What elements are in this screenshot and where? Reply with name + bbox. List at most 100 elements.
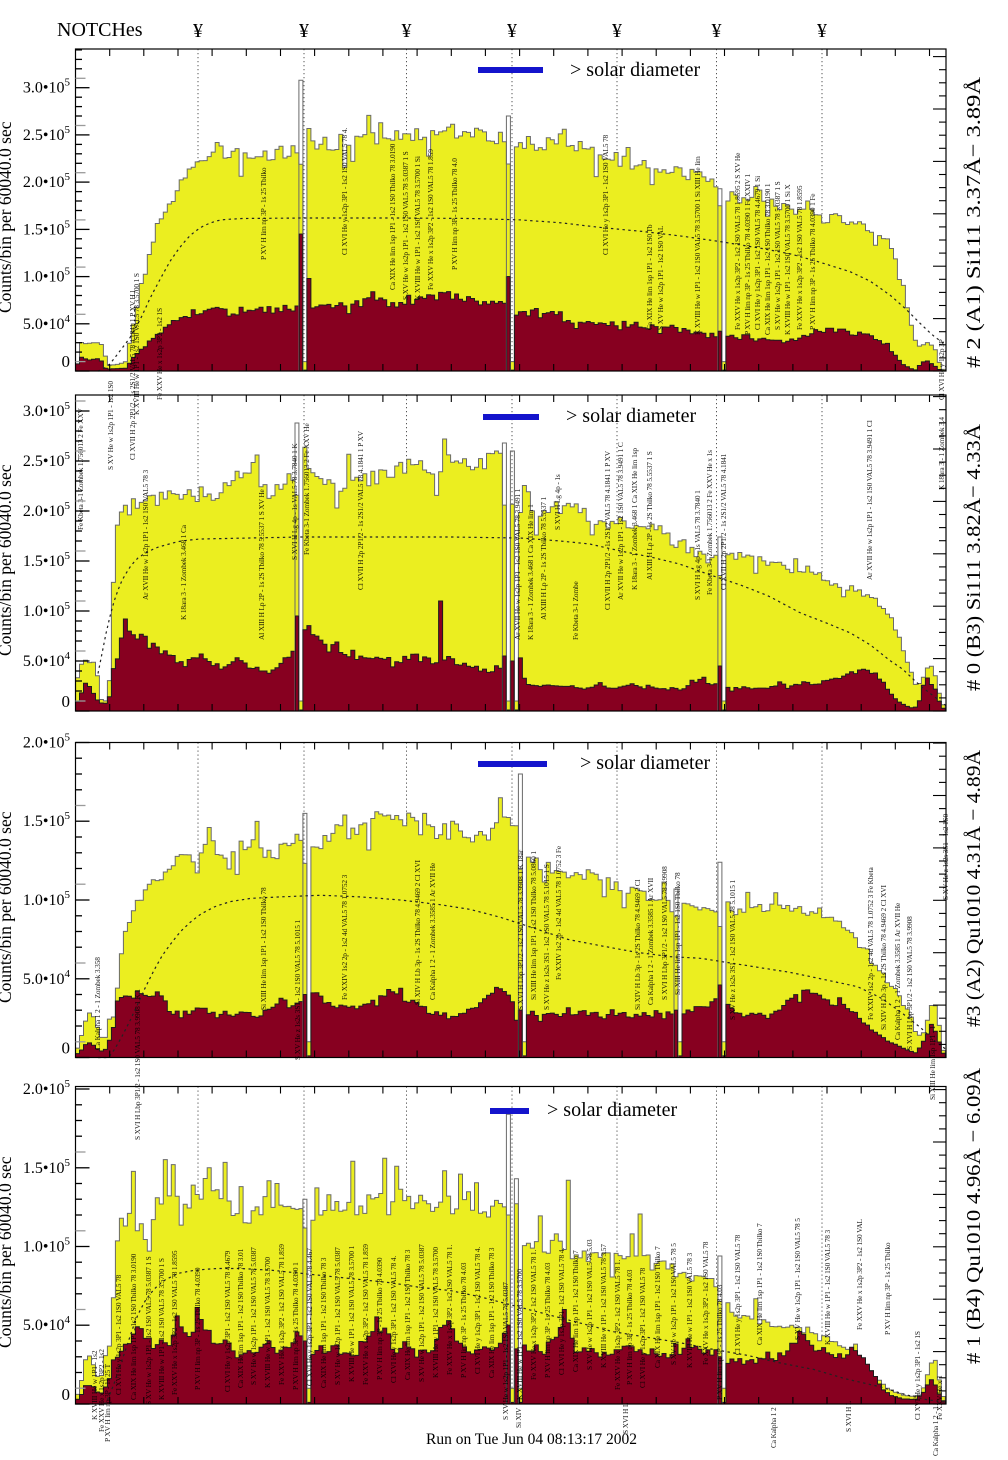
svg-text:Ca Kalpha 1 2 - 1 Zombek 3.3: Ca Kalpha 1 2 - 1 Zombek 3.3585 1 Ar XVI…	[646, 877, 655, 1005]
svg-text:S XVI H Lg 4p - 1s VAL5 78 3.: S XVI H Lg 4p - 1s VAL5 78 3.7840 1 K	[290, 443, 299, 560]
svg-text:K XVIII He w 1P1 - 1s2 1S0 VAL: K XVIII He w 1P1 - 1s2 1S0 VAL5 78 3.57	[599, 1244, 608, 1368]
svg-text:S XV He w 1s2p 1P1 - 1s2 1S0 V: S XV He w 1s2p 1P1 - 1s2 1S0 VAL5 78 5.0…	[249, 1247, 258, 1385]
svg-text:Cl XVI He y 1s2p 3P1 - 1s2 1S0: Cl XVI He y 1s2p 3P1 - 1s2 1S0 VAL5 78 4…	[753, 176, 762, 330]
svg-text:Fe XXV He x 1s2p 3P2 - 1s2 1S0: Fe XXV He x 1s2p 3P2 - 1s2 1S0 VAL5 78 1…	[529, 1250, 538, 1380]
svg-text:K XVIII He w 1P1 - 1s2 1S0 VAL: K XVIII He w 1P1 - 1s2 1S0 VAL5 78 3.570…	[783, 184, 792, 335]
svg-text:0: 0	[62, 1385, 71, 1404]
svg-text:Al XIII H Lp 2P - 1s 2S Tbilko: Al XIII H Lp 2P - 1s 2S Tbilko 78 5.5537…	[257, 488, 266, 640]
svg-text:Ca XIX He lim 1sp 1P1 - 1s2 1S: Ca XIX He lim 1sp 1P1 - 1s2 1S0 Tbilko 7	[755, 1223, 764, 1345]
svg-text:¥: ¥	[299, 20, 309, 42]
svg-text:K XVIII He w 1P1 - 1s2 1S0 VAL: K XVIII He w 1P1 - 1s2 1S0 VAL5 78 3.570…	[515, 1269, 524, 1400]
svg-text:Fe XXV He x 1s2p 3P2 - 1s2 1S0: Fe XXV He x 1s2p 3P2 - 1s2 1S0 VAL5 78 1…	[795, 185, 804, 330]
svg-text:S XV He w 1s2p 1P1 - 1s2 1S0 V: S XV He w 1s2p 1P1 - 1s2 1S0 VAL5 78 5	[669, 1243, 678, 1365]
svg-text:Ca XIX He lim 1sp 1P1 - 1s2 1S: Ca XIX He lim 1sp 1P1 - 1s2 1S0 Tbilko 7	[653, 1246, 662, 1368]
svg-text:P XV H lim np 3P - 1s 25 Tbilk: P XV H lim np 3P - 1s 25 Tbilko 78 4.039…	[808, 193, 817, 330]
svg-text:K XVIII He w 1P1 - 1s2 1S0 VAL: K XVIII He w 1P1 - 1s2 1S0 VAL5 78 3.570…	[263, 1257, 272, 1388]
svg-text:K XVIII He w 1P1 - 1s2 1S0 VAL: K XVIII He w 1P1 - 1s2 1S0 VAL5 78 3	[685, 1253, 694, 1368]
svg-text:P XV H lim np 3P - 1s 25 Tbilk: P XV H lim np 3P - 1s 25 Tbilko 78 4.03	[715, 1284, 724, 1400]
svg-text:P XV H lim np 3P - 1s 25 Tbilk: P XV H lim np 3P - 1s 25 Tbilko 78 4.039…	[375, 1257, 384, 1380]
svg-text:1.5•105: 1.5•105	[23, 1157, 71, 1177]
svg-text:S XV He w 1s2p 1P1 - 1s2 1S0 V: S XV He w 1s2p 1P1 - 1s2 1S0 VAL5 78 5.0…	[773, 181, 782, 330]
svg-text:3.0•105: 3.0•105	[23, 400, 71, 420]
svg-text:S XV He w 1s2p 1P1 - 1s2 1S0 V: S XV He w 1s2p 1P1 - 1s2 1S0 VAL5 78 5.0…	[333, 1247, 342, 1385]
svg-text:Cl XVI He y 1s2p 3P: Cl XVI He y 1s2p 3P	[937, 339, 946, 400]
svg-text:2.5•105: 2.5•105	[23, 124, 71, 144]
svg-text:Fe XXV He x 1s2p 3P2 - 1s2 1S0: Fe XXV He x 1s2p 3P2 - 1s2 1S0 VAL5 78 1…	[733, 152, 742, 330]
svg-text:Cl XVI He y 1s2p 3P1 - 1s2 1S0: Cl XVI He y 1s2p 3P1 - 1s2 1S0 VAL5 78 4…	[389, 1256, 398, 1383]
svg-text:Ar XVII He w 1s2p 1P1 - 1s2 1S: Ar XVII He w 1s2p 1P1 - 1s2 1S0 VAL5 78 …	[865, 420, 874, 580]
svg-text:2.0•105: 2.0•105	[23, 171, 71, 191]
svg-text:Ca XIX He lim 1sp 1P1 - 1s2 1S: Ca XIX He lim 1sp 1P1 - 1s2 1S0 Tbilko 7…	[129, 1253, 138, 1400]
svg-text:Si XIV H Lb 3p - 1s 2S Tbilko: Si XIV H Lb 3p - 1s 2S Tbilko 78 4.9469 …	[413, 859, 422, 1005]
svg-text:Cl XVII H 2p 2P1/2 - 1s 2S1/2: Cl XVII H 2p 2P1/2 - 1s 2S1/2 VAL5 78 4.…	[603, 450, 612, 610]
svg-text:Fe XXV He x 1s2p 3P2 - 1s2 1S0: Fe XXV He x 1s2p 3P2 - 1s2 1S0 VAL5 78	[701, 1241, 710, 1365]
svg-text:Fe Kbeta 3-1 Zombek 1.756013: Fe Kbeta 3-1 Zombek 1.756013 2 Fe XXV	[76, 407, 85, 530]
svg-text:¥: ¥	[402, 20, 412, 42]
svg-text:Cl XVI He y 1s2p 3P1 - 1s2 1S: Cl XVI He y 1s2p 3P1 - 1s2 1S	[913, 1331, 922, 1420]
svg-text:P XV H lim np 3P - 1s 25 Tbilk: P XV H lim np 3P - 1s 25 Tbilko	[883, 1242, 892, 1335]
svg-text:1.0•105: 1.0•105	[23, 1236, 71, 1256]
svg-text:Ca Kalpha 1 2: Ca Kalpha 1 2	[769, 1407, 778, 1448]
svg-text:S XV He w 1s2p 1P1 - 1s2 1S0 V: S XV He w 1s2p 1P1 - 1s2 1S0 VAL5 78 5	[793, 1218, 802, 1340]
svg-text:Ca Kalpha 1 2 - 1 Zombek 3.3: Ca Kalpha 1 2 - 1 Zombek 3.3585 1 Ar XVI…	[893, 902, 902, 1040]
svg-text:S XV He w 1s2p 1P1 - 1s2 1S0 V: S XV He w 1s2p 1P1 - 1s2 1S0 VAL5 78 5.0…	[417, 1244, 426, 1382]
svg-text:Cl XVI He y 1s2p 3P1 - 1s2 1S0: Cl XVI He y 1s2p 3P1 - 1s2 1S0 VAL5 78	[733, 1234, 742, 1355]
svg-text:¥: ¥	[612, 20, 622, 42]
svg-text:> solar diameter: > solar diameter	[580, 752, 710, 774]
svg-text:P XV H lim np 3P - 1s 25 Tbilk: P XV H lim np 3P - 1s 25 Tbilko 78 4.03	[625, 1269, 634, 1385]
svg-text:Ca XIX He lim 1sp 1P1 - 1s2 1S: Ca XIX He lim 1sp 1P1 - 1s2 1S0 Tbilko 7…	[403, 1249, 412, 1380]
svg-text:K XVIII He w 1P1 - 1s2 1S0 VAL: K XVIII He w 1P1 - 1s2 1S0 VAL5 78 3.570…	[347, 1245, 356, 1382]
svg-text:Cl XVI He y 1s2p 3P1 - 1s2 1S0: Cl XVI He y 1s2p 3P1 - 1s2 1S0 VAL5 78 4…	[223, 1250, 232, 1392]
svg-text:Fe XXV He x 1s2p 3P2 - 1s2 1S0: Fe XXV He x 1s2p 3P2 - 1s2 1S0 VAL5 78 1…	[445, 1245, 454, 1375]
svg-text:Fe XXV He x 1s2p 3P2 - 1s2 1S0: Fe XXV He x 1s2p 3P2 - 1s2 1S0 VAL	[855, 1218, 864, 1330]
svg-text:P XV H lim np 3P - 1s 25 Tbilk: P XV H lim np 3P - 1s 25 Tbilko	[259, 167, 268, 260]
svg-text:5.0•104: 5.0•104	[23, 313, 71, 333]
svg-text:Cl XVI He y 1s2p 3P1 - 1s2 1S0: Cl XVI He y 1s2p 3P1 - 1s2 1S0 VAL5 78	[114, 1274, 123, 1395]
svg-text:S XVI H Lbp 3P1/2 - 1s2 1S0 VA: S XVI H Lbp 3P1/2 - 1s2 1S0 VAL5 78 3.99…	[133, 989, 142, 1140]
svg-text:K XVIII He w 1P1 - 1s2 1S0 VAL: K XVIII He w 1P1 - 1s2 1S0 VAL5 78 3.570…	[413, 156, 422, 300]
svg-text:Counts/bin per 60040.0 sec: Counts/bin per 60040.0 sec	[0, 811, 15, 1003]
svg-text:Fe XXIV 1s2 2p - 1s2 4d VAL5: Fe XXIV 1s2 2p - 1s2 4d VAL5 78 1.0752 3…	[554, 845, 563, 980]
svg-text:Fe XXIV 1s2 2p - 1s2 4d VAL5: Fe XXIV 1s2 2p - 1s2 4d VAL5 78 1.0752 3	[340, 874, 349, 1000]
svg-text:Ca Kalpha 1 2 - 1 Zombek 3.3: Ca Kalpha 1 2 - 1 Zombek 3.3585 1 Ar XVI…	[428, 862, 437, 1000]
svg-text:K XVIII He w 1P1 - 1s2 1S0 VAL: K XVIII He w 1P1 - 1s2 1S0 VAL5 78 3.570…	[431, 1247, 440, 1378]
svg-text:S XVI H Lbp 3P1/2 - 1s2 1S0 VA: S XVI H Lbp 3P1/2 - 1s2 1S0 VAL5 78 3.99…	[905, 916, 914, 1050]
svg-text:Ca XIX He lim 1sp 1P1 - 1s2 1S: Ca XIX He lim 1sp 1P1 - 1s2 1S0 Tbilko 7…	[319, 1257, 328, 1388]
svg-text:Fe XXV He x 1s2p 3P2 - 1s2 1S0: Fe XXV He x 1s2p 3P2 - 1s2 1S0 VAL5 78 1…	[277, 1244, 286, 1385]
svg-text:Fe XXV He x 1s2p 3P2 - 1s2 1S0: Fe XXV He x 1s2p 3P2 - 1s2 1S0 VAL5 78 1…	[613, 1260, 622, 1390]
svg-text:> solar diameter: > solar diameter	[566, 405, 696, 427]
svg-text:Cl XVI He y 1s2p 3P1 - 1s2 1S0: Cl XVI He y 1s2p 3P1 - 1s2 1S0 VAL5 78 4…	[340, 128, 349, 255]
svg-text:Fe XXV He x 1s2p 3P2 - 1s2 1S0: Fe XXV He x 1s2p 3P2 - 1s2 1S0 VAL5 78 1…	[426, 149, 435, 290]
svg-text:Si XIII He lim 1sp 1P1 - 1s2 1: Si XIII He lim 1sp 1P1 - 1s2 1S0 Tbilko …	[673, 872, 682, 995]
svg-text:S XV He z 1s2s 3S1 - 1s2 1S0 V: S XV He z 1s2s 3S1 - 1s2 1S0 VAL5 78 5.1…	[728, 879, 737, 1020]
svg-text:Si XIV: Si XIV	[514, 1407, 523, 1428]
svg-text:S XV He w 1s2p 1P1 - 1s2 1S0 V: S XV He w 1s2p 1P1 - 1s2 1S0 VAL5 78 5.0…	[144, 1256, 153, 1405]
svg-text:Run on Tue Jun 04 08:13:17 200: Run on Tue Jun 04 08:13:17 2002	[426, 1431, 637, 1448]
svg-text:¥: ¥	[712, 20, 722, 42]
svg-text:S XVI H Lbp 3P1/2 - 1s2 1S0 VA: S XVI H Lbp 3P1/2 - 1s2 1S0 VAL5 78 3.99…	[660, 866, 669, 1000]
svg-text:K 18ara 3 - 1 Zombek 3.4: K 18ara 3 - 1 Zombek 3.4	[937, 417, 946, 490]
svg-text:S XVI H L: S XVI H L	[844, 1400, 853, 1432]
svg-text:0: 0	[62, 692, 71, 711]
svg-text:Ca XIX He lim 1sp 1P1 - 1s2 1S: Ca XIX He lim 1sp 1P1 - 1s2 1S0 Tb	[645, 224, 654, 330]
svg-text:Counts/bin per 60040.0 sec: Counts/bin per 60040.0 sec	[0, 121, 15, 313]
svg-text:1.0•105: 1.0•105	[23, 600, 71, 620]
svg-text:Fe Kbeta 3-1 Zombek 1.756013: Fe Kbeta 3-1 Zombek 1.756013 2 Fe XXV He…	[705, 450, 714, 595]
svg-text:1.0•105: 1.0•105	[23, 889, 71, 909]
svg-text:S XV He w 1s2p 1P1 - 1s2 1S0 V: S XV He w 1s2p 1P1 - 1s2 1S0 VAL	[656, 225, 665, 330]
svg-text:K 18ara 3 - 1 Zombek 3.468: K 18ara 3 - 1 Zombek 3.468 1 Ca XIX He l…	[630, 448, 639, 590]
svg-text:S XV He w 1s2p 1P1 - 1s2 1S0 V: S XV He w 1s2p 1P1 - 1s2 1S0 VAL5 78 5.0…	[401, 151, 410, 300]
svg-text:Ca XIX He lim 1sp 1P1 - 1s2 1S: Ca XIX He lim 1sp 1P1 - 1s2 1S0 Tbilko 7…	[763, 183, 772, 335]
svg-text:2.5•105: 2.5•105	[23, 450, 71, 470]
svg-text:# 2 (A1) Si111 3.37Å− 3.89Å: # 2 (A1) Si111 3.37Å− 3.89Å	[963, 77, 985, 368]
svg-text:S XV He z 1s2s 3S1 - 1s2 1S0 V: S XV He z 1s2s 3S1 - 1s2 1S0 VAL5 78 5.1…	[293, 919, 302, 1060]
svg-text:Fe Kbeta 3-1 Zombek 1.756013: Fe Kbeta 3-1 Zombek 1.756013 2 Fe XXV He	[302, 423, 311, 555]
svg-text:Ca XIX He lim 1sp 1P1 - 1s2 1S: Ca XIX He lim 1sp 1P1 - 1s2 1S0 Tbilko 7	[571, 1250, 580, 1372]
svg-text:Ar XVII He w 1s2p 1P1 - 1s2 1S: Ar XVII He w 1s2p 1P1 - 1s2 1S0 VAL5 78 …	[513, 488, 522, 640]
svg-text:> solar diameter: > solar diameter	[547, 1099, 677, 1121]
svg-text:5.0•104: 5.0•104	[23, 650, 71, 670]
svg-text:Fe XXV He x 1s2p 3P2 - 1s2 1S0: Fe XXV He x 1s2p 3P2 - 1s2 1S0 VAL5 78 1…	[170, 1250, 179, 1395]
svg-text:0: 0	[62, 352, 71, 371]
svg-text:Cl XVII H 2p 2P1/2 - 1s 2S1/2: Cl XVII H 2p 2P1/2 - 1s 2S1/2 VAL5 78 4.…	[128, 291, 137, 460]
svg-text:Fe XXV He x 1s2p 3P2 - 1s2 1S0: Fe XXV He x 1s2p 3P2 - 1s2 1S0 VAL5 78 1…	[361, 1244, 370, 1385]
